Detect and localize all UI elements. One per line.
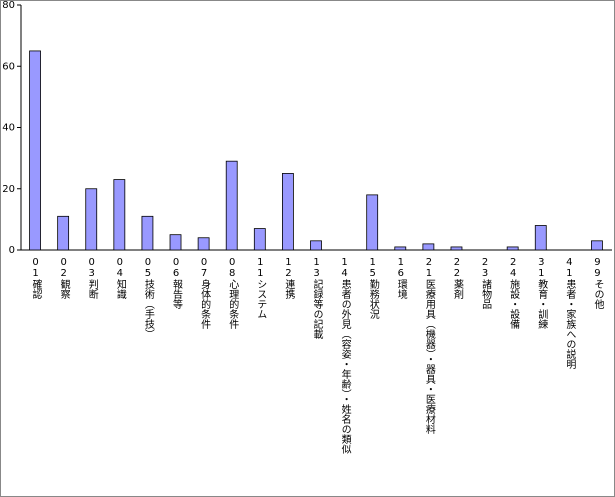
x-tick-label: 05技術（手技） (142, 257, 154, 339)
bar (197, 237, 210, 251)
y-tick-label: 20 (2, 184, 15, 195)
x-tick-label: 14患者の外見（容姿・年齢）・姓名の類似 (339, 257, 351, 454)
x-tick-label: 21医療用具（機器）・器具・医療材料 (423, 257, 435, 434)
y-tick-label: 80 (2, 1, 15, 11)
y-tick-label: 0 (9, 245, 15, 256)
x-tick-label: 07身体的条件 (198, 257, 210, 329)
x-tick-label: 41患者・家族への説明 (563, 257, 575, 369)
bar (450, 246, 463, 251)
x-tick-label: 15勤務状況 (367, 257, 379, 319)
x-tick-label: 02観察 (58, 257, 70, 299)
x-tick-label: 03判断 (86, 257, 98, 299)
bar (29, 50, 41, 251)
x-tick-label: 23諸物品 (479, 257, 491, 309)
x-tick-label: 06報告等 (170, 257, 182, 309)
x-tick-label: 12連携 (282, 257, 294, 299)
y-tick-label: 60 (2, 61, 15, 72)
x-tick-label: 31教育・訓練 (535, 257, 547, 329)
bar (534, 225, 547, 251)
x-tick-label: 04知識 (114, 257, 126, 299)
bar (422, 243, 435, 251)
bar (57, 215, 70, 251)
x-tick-label: 13記録等の記載 (311, 257, 322, 339)
bar (506, 246, 519, 251)
x-tick-label: 22薬剤 (451, 257, 463, 299)
bar (282, 173, 294, 251)
x-tick-label: 11システム (254, 257, 266, 319)
bar (591, 240, 603, 251)
bar (253, 228, 266, 251)
bar (310, 240, 322, 251)
bar (394, 246, 407, 251)
x-tick-label: 99その他 (591, 257, 603, 309)
bar (141, 215, 154, 251)
bar (366, 194, 379, 251)
bar (169, 234, 182, 251)
bar (225, 160, 238, 251)
bar (85, 188, 98, 251)
bar (113, 179, 126, 251)
y-tick-label: 40 (2, 123, 15, 134)
x-tick-label: 24施設・設備 (507, 257, 519, 329)
x-tick-label: 01確認 (30, 257, 42, 299)
x-tick-label: 08心理的条件 (226, 257, 238, 329)
x-tick-label: 16環境 (395, 257, 407, 299)
